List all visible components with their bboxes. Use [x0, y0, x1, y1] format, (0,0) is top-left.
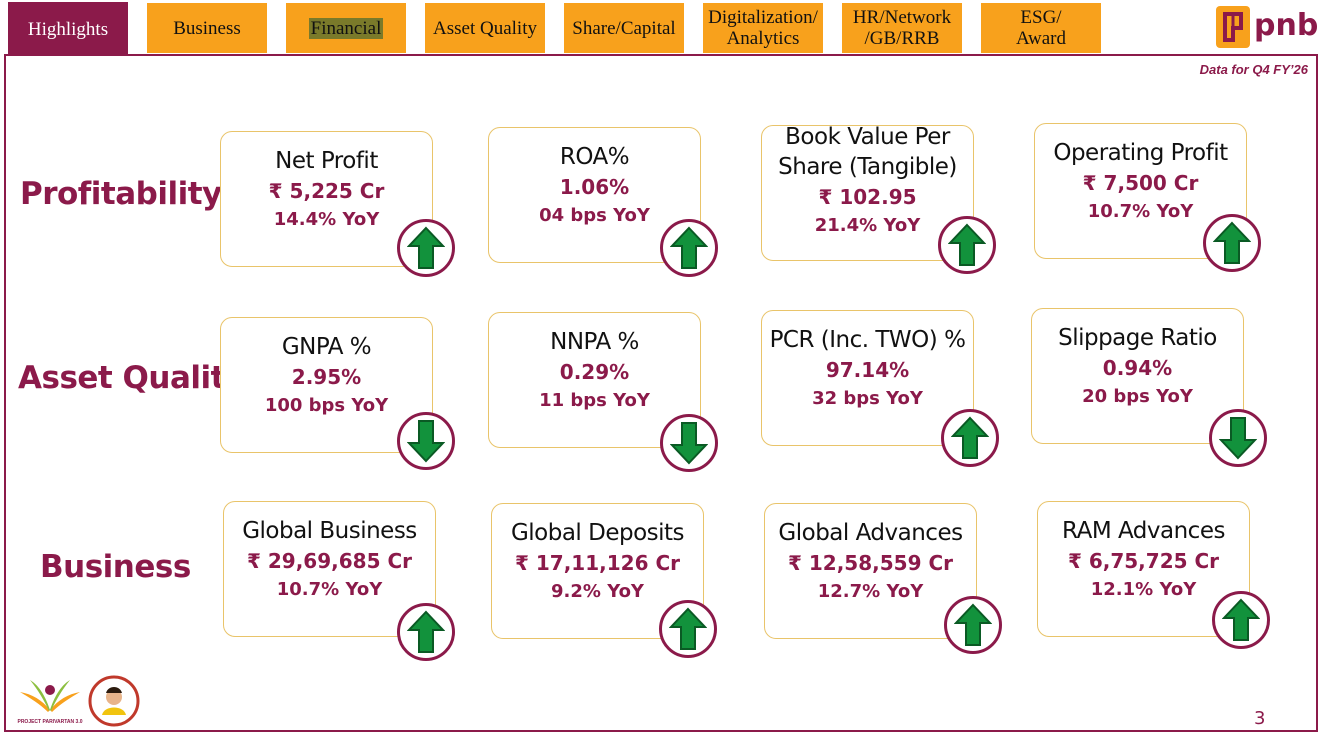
kpi-card-nnpa: NNPA % 0.29% 11 bps YoY [488, 312, 701, 448]
project-parivartan-text: PROJECT PARIVARTAN 3.0 [17, 719, 83, 725]
tab-label: Highlights [27, 18, 109, 40]
down-arrow-icon [397, 412, 455, 470]
kpi-title: Operating Profit [1053, 140, 1228, 166]
kpi-value: ₹ 12,58,559 Cr [788, 551, 953, 575]
tab-label-line2: /GB/RRB [864, 28, 940, 49]
kpi-value: 0.94% [1102, 356, 1173, 380]
kpi-title: RAM Advances [1062, 518, 1225, 544]
kpi-value: ₹ 5,225 Cr [268, 179, 385, 203]
kpi-card-pcr: PCR (Inc. TWO) % 97.14% 32 bps YoY [761, 310, 974, 446]
tab-business[interactable]: Business [147, 3, 267, 53]
tab-label-line1: Digitalization/ [708, 7, 818, 28]
kpi-value: 2.95% [291, 365, 362, 389]
row-label-profitability: Profitability [20, 176, 222, 212]
kpi-title: GNPA % [281, 334, 372, 360]
kpi-yoy: 10.7% YoY [276, 579, 383, 600]
tab-label-line1: ESG/ [1020, 7, 1062, 28]
tab-label-line1: HR/Network [852, 7, 952, 28]
tab-label: Asset Quality [433, 17, 537, 39]
pnb-logo: pnb [1216, 6, 1318, 48]
kpi-title-line1: Book Value Per [785, 124, 950, 150]
kpi-title: ROA% [559, 144, 630, 170]
kpi-title: Global Deposits [510, 520, 685, 546]
kpi-title: Global Business [242, 518, 417, 544]
kpi-title: PCR (Inc. TWO) % [769, 327, 966, 353]
kpi-value: 1.06% [559, 175, 630, 199]
up-arrow-icon [397, 603, 455, 661]
tab-label: Share/Capital [572, 17, 676, 39]
kpi-title-line2: Share (Tangible) [778, 154, 957, 180]
kpi-yoy: 20 bps YoY [1082, 386, 1193, 407]
tab-digitalization-analytics[interactable]: Digitalization/Analytics [703, 3, 823, 53]
up-arrow-icon [938, 216, 996, 274]
data-period-note: Data for Q4 FY’26 [1199, 62, 1308, 77]
tab-highlights[interactable]: Highlights [8, 2, 128, 56]
tab-hr-network[interactable]: HR/Network/GB/RRB [842, 3, 962, 53]
up-arrow-icon [941, 409, 999, 467]
tab-label: Financial [308, 17, 384, 39]
tab-label-line2: Analytics [726, 28, 800, 49]
kpi-yoy: 11 bps YoY [539, 390, 650, 411]
tab-esg-award[interactable]: ESG/Award [981, 3, 1101, 53]
kpi-yoy: 9.2% YoY [551, 581, 644, 602]
frame-top-rule [4, 54, 1318, 56]
kpi-title: NNPA % [550, 329, 639, 355]
kpi-card-global-business: Global Business ₹ 29,69,685 Cr 10.7% YoY [223, 501, 436, 637]
kpi-yoy: 10.7% YoY [1087, 201, 1194, 222]
up-arrow-icon [944, 596, 1002, 654]
kpi-card-slippage-ratio: Slippage Ratio 0.94% 20 bps YoY [1031, 308, 1244, 444]
kpi-value: ₹ 17,11,126 Cr [515, 551, 680, 575]
row-label-asset-quality: Asset Quality [18, 360, 245, 396]
up-arrow-icon [1203, 214, 1261, 272]
kpi-title: Book Value Per Share (Tangible) [762, 122, 973, 182]
kpi-value: ₹ 6,75,725 Cr [1067, 549, 1220, 573]
kpi-title: Net Profit [275, 148, 378, 174]
up-arrow-icon [397, 219, 455, 277]
kpi-title: Slippage Ratio [1058, 325, 1217, 351]
kpi-yoy: 21.4% YoY [814, 215, 921, 236]
kpi-card-gnpa: GNPA % 2.95% 100 bps YoY [220, 317, 433, 453]
tab-asset-quality[interactable]: Asset Quality [425, 3, 545, 53]
page-number: 3 [1254, 708, 1266, 729]
kpi-yoy: 32 bps YoY [812, 388, 923, 409]
logo-text: pnb [1254, 8, 1319, 43]
kpi-card-book-value: Book Value Per Share (Tangible) ₹ 102.95 … [761, 122, 974, 261]
up-arrow-icon [660, 219, 718, 277]
kpi-value: ₹ 102.95 [818, 185, 917, 209]
kpi-yoy: 04 bps YoY [539, 205, 650, 226]
tab-label-line2: Award [1016, 28, 1066, 49]
down-arrow-icon [660, 414, 718, 472]
up-arrow-icon [659, 600, 717, 658]
project-parivartan-logo: PROJECT PARIVARTAN 3.0 [14, 676, 86, 726]
down-arrow-icon [1209, 409, 1267, 467]
kpi-yoy: 12.7% YoY [817, 581, 924, 602]
kpi-value: 97.14% [825, 358, 910, 382]
kpi-value: ₹ 29,69,685 Cr [247, 549, 412, 573]
slide-frame [4, 54, 1318, 732]
kpi-yoy: 100 bps YoY [264, 395, 389, 416]
kpi-value: 0.29% [559, 360, 630, 384]
kpi-value: ₹ 7,500 Cr [1082, 171, 1199, 195]
kpi-yoy: 12.1% YoY [1090, 579, 1197, 600]
tab-share-capital[interactable]: Share/Capital [564, 3, 684, 53]
tab-label: Business [173, 17, 241, 39]
kpi-card-global-advances: Global Advances ₹ 12,58,559 Cr 12.7% YoY [764, 503, 977, 639]
kpi-card-net-profit: Net Profit ₹ 5,225 Cr 14.4% YoY [220, 131, 433, 267]
row-label-business: Business [40, 549, 191, 585]
kpi-yoy: 14.4% YoY [273, 209, 380, 230]
up-arrow-icon [1212, 591, 1270, 649]
emblem-seal-logo [88, 675, 140, 727]
kpi-card-ram-advances: RAM Advances ₹ 6,75,725 Cr 12.1% YoY [1037, 501, 1250, 637]
kpi-title: Global Advances [778, 520, 963, 546]
tab-financial[interactable]: Financial [286, 3, 406, 53]
